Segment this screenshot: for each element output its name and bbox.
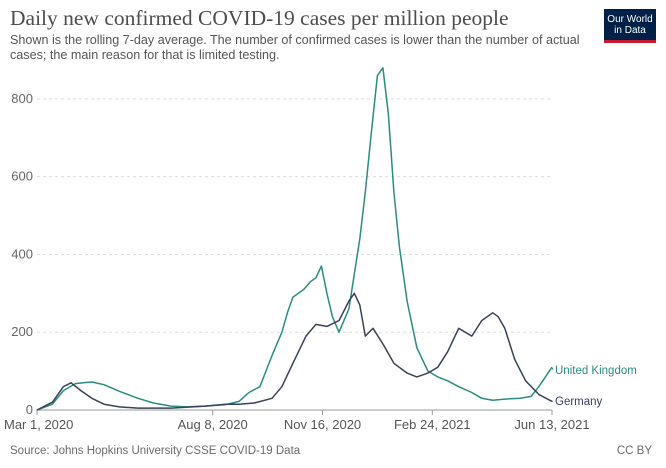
chart-title: Daily new confirmed COVID-19 cases per m…	[10, 6, 509, 30]
source-note[interactable]: Source: Johns Hopkins University CSSE CO…	[10, 445, 301, 457]
x-tick-label: Feb 24, 2021	[394, 417, 471, 432]
series-label-united-kingdom: United Kingdom	[555, 365, 637, 377]
y-tick-label: 800	[11, 91, 33, 106]
series-label-germany: Germany	[555, 396, 603, 408]
y-tick-label: 600	[11, 169, 33, 184]
series-line-germany	[36, 292, 553, 411]
x-tick-label: Nov 16, 2020	[284, 417, 361, 432]
x-tick-label: Jun 13, 2021	[514, 417, 589, 432]
y-tick-label: 200	[11, 324, 33, 339]
x-tick-label: Aug 8, 2020	[178, 417, 248, 432]
logo-line1: Our World	[607, 13, 653, 25]
y-tick-label: 0	[26, 402, 33, 417]
owid-logo[interactable]: Our World in Data	[604, 9, 656, 43]
license-note[interactable]: CC BY	[616, 445, 652, 457]
x-tick-label: Mar 1, 2020	[4, 417, 73, 432]
series-label-united-kingdom-connector	[551, 367, 554, 371]
chart-subtitle: Shown is the rolling 7-day average. The …	[10, 33, 580, 62]
logo-line2: in Data	[614, 24, 646, 36]
y-tick-label: 400	[11, 246, 33, 261]
series-line-united-kingdom	[36, 67, 553, 411]
